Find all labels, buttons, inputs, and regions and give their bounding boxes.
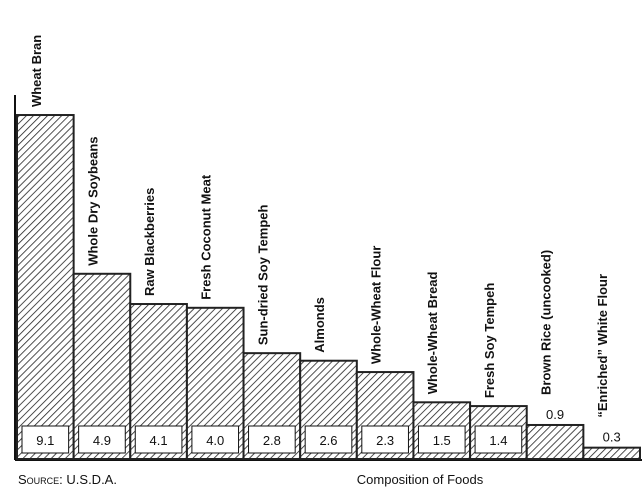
value-label: 0.9 xyxy=(546,407,564,422)
value-box xyxy=(21,425,70,454)
category-label: Whole-Wheat Flour xyxy=(369,246,384,364)
bar xyxy=(525,423,585,461)
caption: Composition of Foods xyxy=(357,472,484,487)
source: Source: U.S.D.A. xyxy=(18,472,117,487)
value-label: 0.3 xyxy=(603,430,621,445)
category-label: Almonds xyxy=(312,297,327,353)
category-label: Whole Dry Soybeans xyxy=(85,136,100,265)
category-label: Sun-dried Soy Tempeh xyxy=(255,204,270,345)
bar xyxy=(16,114,75,461)
category-label: Brown Rice (uncooked) xyxy=(539,250,554,395)
value-box xyxy=(361,425,409,454)
value-label: 9.1 xyxy=(36,433,54,448)
value-label: 1.5 xyxy=(433,433,451,448)
category-label: Wheat Bran xyxy=(29,35,44,107)
category-label: Raw Blackberries xyxy=(142,188,157,296)
value-label: 2.6 xyxy=(319,433,337,448)
value-label: 4.1 xyxy=(150,433,168,448)
value-label: 2.8 xyxy=(263,433,281,448)
value-label: 2.3 xyxy=(376,433,394,448)
value-box xyxy=(248,425,296,454)
value-box xyxy=(191,425,240,454)
value-box xyxy=(474,425,523,454)
category-label: Fresh Soy Tempeh xyxy=(482,283,497,398)
value-box xyxy=(134,425,183,454)
value-label: 4.9 xyxy=(93,433,111,448)
value-label: 4.0 xyxy=(206,433,224,448)
category-label: Whole-Wheat Bread xyxy=(425,271,440,394)
value-box xyxy=(78,425,126,454)
value-box xyxy=(417,425,466,454)
category-label: “Enriched” White Flour xyxy=(595,274,610,418)
category-label: Fresh Coconut Meat xyxy=(199,174,214,300)
bar xyxy=(582,446,642,461)
value-label: 1.4 xyxy=(489,433,507,448)
value-box xyxy=(304,425,353,454)
